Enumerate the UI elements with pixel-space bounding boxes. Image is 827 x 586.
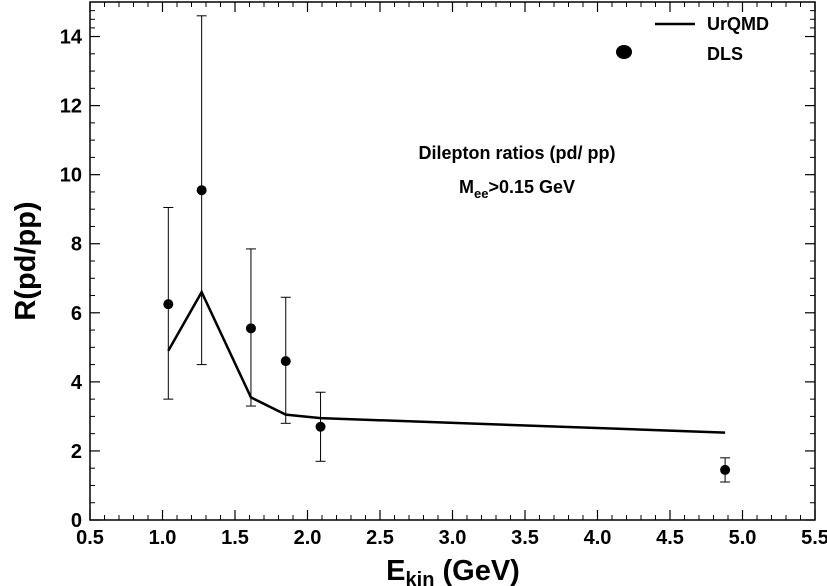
legend-dls-marker xyxy=(616,45,632,59)
y-tick-label: 8 xyxy=(71,234,82,256)
dls-point xyxy=(315,421,326,432)
annotation-mass-rest: >0.15 GeV xyxy=(488,177,575,197)
dls-point xyxy=(720,464,731,475)
y-tick-label: 0 xyxy=(71,510,82,532)
legend-urqmd-label: UrQMD xyxy=(707,14,769,34)
dls-point xyxy=(280,356,291,367)
y-tick-label: 14 xyxy=(60,27,83,49)
y-tick-label: 6 xyxy=(71,303,82,325)
y-axis-title: R(pd/pp) xyxy=(10,201,42,320)
legend-dls-label: DLS xyxy=(707,44,743,64)
x-tick-labels: 0.5 1.0 1.5 2.0 2.5 3.0 3.5 4.0 4.5 5.0 5.5 xyxy=(76,527,827,549)
annotation-mass-symbol: M xyxy=(459,177,474,197)
x-tick-label: 4.5 xyxy=(656,527,684,549)
x-tick-label: 2.0 xyxy=(294,527,322,549)
axis-ticks xyxy=(89,2,816,521)
x-axis-title-main: E xyxy=(386,555,405,586)
dls-point xyxy=(196,185,207,196)
x-axis-title-rest: (GeV) xyxy=(434,555,519,586)
dls-point xyxy=(163,299,174,310)
x-tick-label: 5.0 xyxy=(729,527,757,549)
y-tick-label: 10 xyxy=(60,165,82,187)
y-tick-label: 2 xyxy=(71,441,82,463)
x-tick-label: 0.5 xyxy=(76,527,104,549)
x-tick-label: 2.5 xyxy=(366,527,394,549)
dls-point xyxy=(245,323,256,334)
x-tick-label: 3.5 xyxy=(511,527,539,549)
x-tick-label: 1.0 xyxy=(149,527,177,549)
x-axis-title: Ekin (GeV) xyxy=(386,555,520,586)
dls-points xyxy=(163,185,731,475)
y-tick-label: 4 xyxy=(71,372,83,394)
x-tick-label: 5.5 xyxy=(801,527,827,549)
plot-frame xyxy=(89,1,816,521)
annotation-mass-cut: Mee>0.15 GeV xyxy=(459,177,575,201)
y-tick-label: 12 xyxy=(60,96,82,118)
dls-error-bars xyxy=(163,15,731,483)
annotation-title: Dilepton ratios (pd/ pp) xyxy=(419,143,616,163)
x-tick-label: 1.5 xyxy=(221,527,249,549)
x-tick-label: 4.0 xyxy=(584,527,612,549)
x-axis-title-subscript: kin xyxy=(406,569,435,586)
urqmd-line xyxy=(167,289,726,434)
x-tick-label: 3.0 xyxy=(439,527,467,549)
y-tick-labels: 0 2 4 6 8 10 12 14 xyxy=(60,27,83,532)
legend: UrQMD DLS xyxy=(616,14,769,64)
annotation-mass-subscript: ee xyxy=(474,186,488,201)
